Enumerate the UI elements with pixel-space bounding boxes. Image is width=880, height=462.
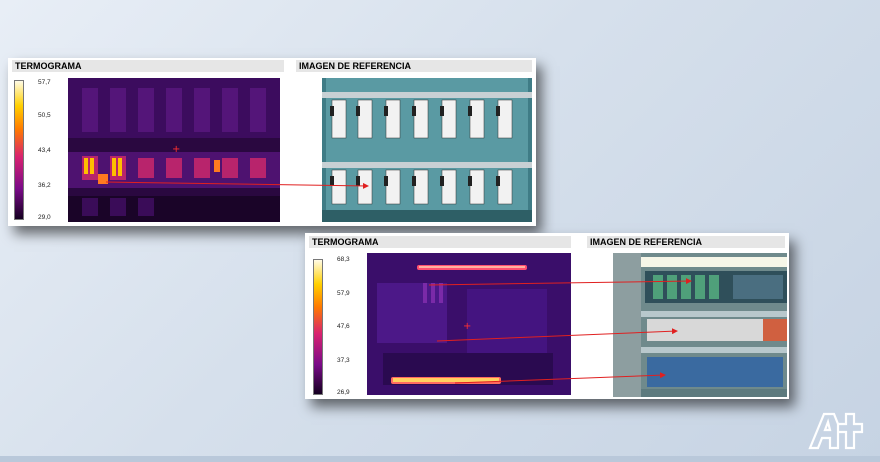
- reference-label: IMAGEN DE REFERENCIA: [590, 237, 703, 247]
- svg-text:+: +: [172, 144, 180, 155]
- scale-tick: 68,3: [337, 256, 350, 263]
- reference-label: IMAGEN DE REFERENCIA: [299, 61, 412, 71]
- reference-photo: [322, 78, 532, 222]
- scale-tick: 57,9: [337, 290, 350, 297]
- thermal-image: +: [68, 78, 280, 222]
- reference-header: IMAGEN DE REFERENCIA: [296, 60, 532, 72]
- thermogram-label: TERMOGRAMA: [15, 61, 82, 71]
- reference-arrow: [105, 181, 369, 189]
- scale-tick: 50,5: [38, 112, 51, 119]
- scale-tick: 37,3: [337, 357, 350, 364]
- reference-header: IMAGEN DE REFERENCIA: [587, 236, 785, 248]
- thermography-panel-1: TERMOGRAMA IMAGEN DE REFERENCIA 57,7 50,…: [8, 58, 536, 226]
- reference-photo: [613, 253, 787, 397]
- bottom-bar: [0, 456, 880, 462]
- scale-tick: 43,4: [38, 147, 51, 154]
- scale-tick: 26,9: [337, 389, 350, 396]
- scale-tick: 47,6: [337, 323, 350, 330]
- reference-arrows: [428, 278, 692, 384]
- thermogram-label: TERMOGRAMA: [312, 237, 379, 247]
- brand-logo: A+I: [808, 412, 864, 450]
- scale-tick: 57,7: [38, 79, 51, 86]
- thermogram-header: TERMOGRAMA: [309, 236, 571, 248]
- thermogram-header: TERMOGRAMA: [12, 60, 284, 72]
- scale-tick: 29,0: [38, 214, 51, 221]
- svg-text:+: +: [463, 321, 471, 332]
- temperature-scale: [14, 80, 24, 220]
- scale-tick: 36,2: [38, 182, 51, 189]
- thermography-panel-2: TERMOGRAMA IMAGEN DE REFERENCIA 68,3 57,…: [305, 233, 789, 399]
- temperature-scale: [313, 259, 323, 395]
- thermal-image: +: [367, 253, 571, 395]
